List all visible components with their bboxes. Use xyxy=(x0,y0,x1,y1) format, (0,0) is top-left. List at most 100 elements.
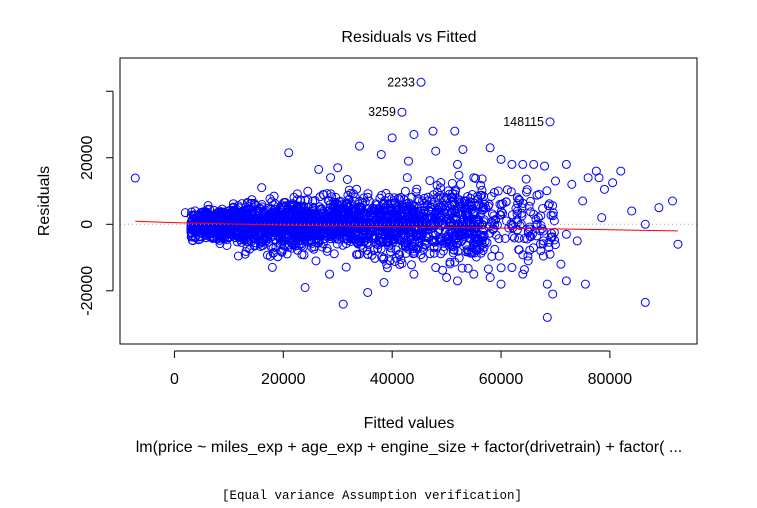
data-point xyxy=(514,194,524,204)
data-point xyxy=(220,228,230,238)
data-point xyxy=(454,224,464,233)
data-point xyxy=(355,218,365,228)
data-point xyxy=(523,256,533,266)
data-point xyxy=(329,209,339,219)
data-point xyxy=(208,234,218,243)
data-point xyxy=(338,218,348,228)
data-point xyxy=(501,197,511,207)
data-point xyxy=(457,263,467,273)
data-point xyxy=(300,282,310,292)
data-point xyxy=(189,210,199,220)
data-point xyxy=(450,257,460,267)
data-point xyxy=(540,161,550,171)
data-point xyxy=(214,224,224,234)
data-point xyxy=(428,200,438,210)
data-point xyxy=(356,202,366,212)
data-point xyxy=(409,210,419,220)
data-point xyxy=(448,201,457,211)
data-point xyxy=(315,205,325,214)
data-point xyxy=(438,203,447,212)
data-point xyxy=(508,231,517,241)
x-tick-label: 20000 xyxy=(261,371,306,388)
data-point xyxy=(445,259,455,269)
data-point xyxy=(474,234,484,244)
data-point xyxy=(342,175,352,184)
data-point xyxy=(297,250,307,260)
data-point xyxy=(479,242,489,252)
data-point xyxy=(191,221,201,231)
data-point xyxy=(296,239,306,249)
data-point xyxy=(542,312,552,322)
data-point xyxy=(512,209,522,219)
data-point xyxy=(422,232,432,242)
data-point xyxy=(263,211,273,221)
data-point xyxy=(344,229,354,238)
data-point xyxy=(322,189,332,199)
data-point xyxy=(452,159,462,169)
data-point xyxy=(431,146,441,156)
data-point xyxy=(524,201,534,211)
data-point xyxy=(236,235,246,245)
data-point xyxy=(544,237,554,247)
data-point xyxy=(518,159,528,169)
data-point xyxy=(353,216,363,226)
data-point xyxy=(400,217,410,227)
data-point xyxy=(276,230,286,240)
data-point xyxy=(416,250,426,260)
data-point xyxy=(548,289,558,299)
data-point xyxy=(538,236,548,246)
y-tick-label: 0 xyxy=(79,220,96,229)
data-point xyxy=(230,228,240,238)
data-point xyxy=(440,220,450,230)
data-point xyxy=(608,178,618,188)
data-point xyxy=(519,265,529,275)
data-point xyxy=(200,217,210,227)
data-point xyxy=(452,276,462,286)
data-point xyxy=(456,230,466,240)
data-point xyxy=(544,201,553,211)
data-point xyxy=(416,233,426,242)
data-point xyxy=(363,249,373,259)
data-point xyxy=(599,184,609,194)
data-point xyxy=(510,233,519,243)
data-point xyxy=(399,224,409,234)
data-point xyxy=(458,144,468,154)
data-point xyxy=(429,242,439,251)
plot-frame xyxy=(119,57,698,345)
data-point xyxy=(477,185,487,195)
data-point xyxy=(542,186,552,196)
data-point xyxy=(538,204,548,213)
data-point xyxy=(449,245,459,255)
data-point xyxy=(247,198,257,208)
data-point xyxy=(295,228,305,238)
data-point xyxy=(188,236,198,246)
data-point xyxy=(538,251,548,261)
data-point xyxy=(379,254,388,264)
data-point xyxy=(411,243,421,253)
point-label: 148115 xyxy=(503,115,544,129)
data-point xyxy=(265,209,275,219)
data-point xyxy=(389,215,399,225)
data-point xyxy=(507,263,517,273)
data-point xyxy=(483,264,493,274)
data-point xyxy=(330,231,340,241)
data-point xyxy=(278,217,288,227)
data-point xyxy=(404,225,414,235)
data-point xyxy=(481,203,491,213)
data-point xyxy=(308,196,318,206)
data-point xyxy=(529,159,539,169)
data-point xyxy=(408,244,417,254)
data-point xyxy=(288,202,298,212)
data-point xyxy=(384,237,393,247)
data-point xyxy=(339,234,349,244)
data-point xyxy=(438,246,448,256)
data-point xyxy=(355,141,365,151)
data-point xyxy=(273,252,283,262)
data-point xyxy=(226,229,236,239)
data-point xyxy=(363,234,373,243)
data-point xyxy=(673,239,683,249)
data-point xyxy=(402,238,412,247)
data-point xyxy=(502,185,512,195)
data-point xyxy=(385,256,395,266)
data-point xyxy=(234,203,244,213)
